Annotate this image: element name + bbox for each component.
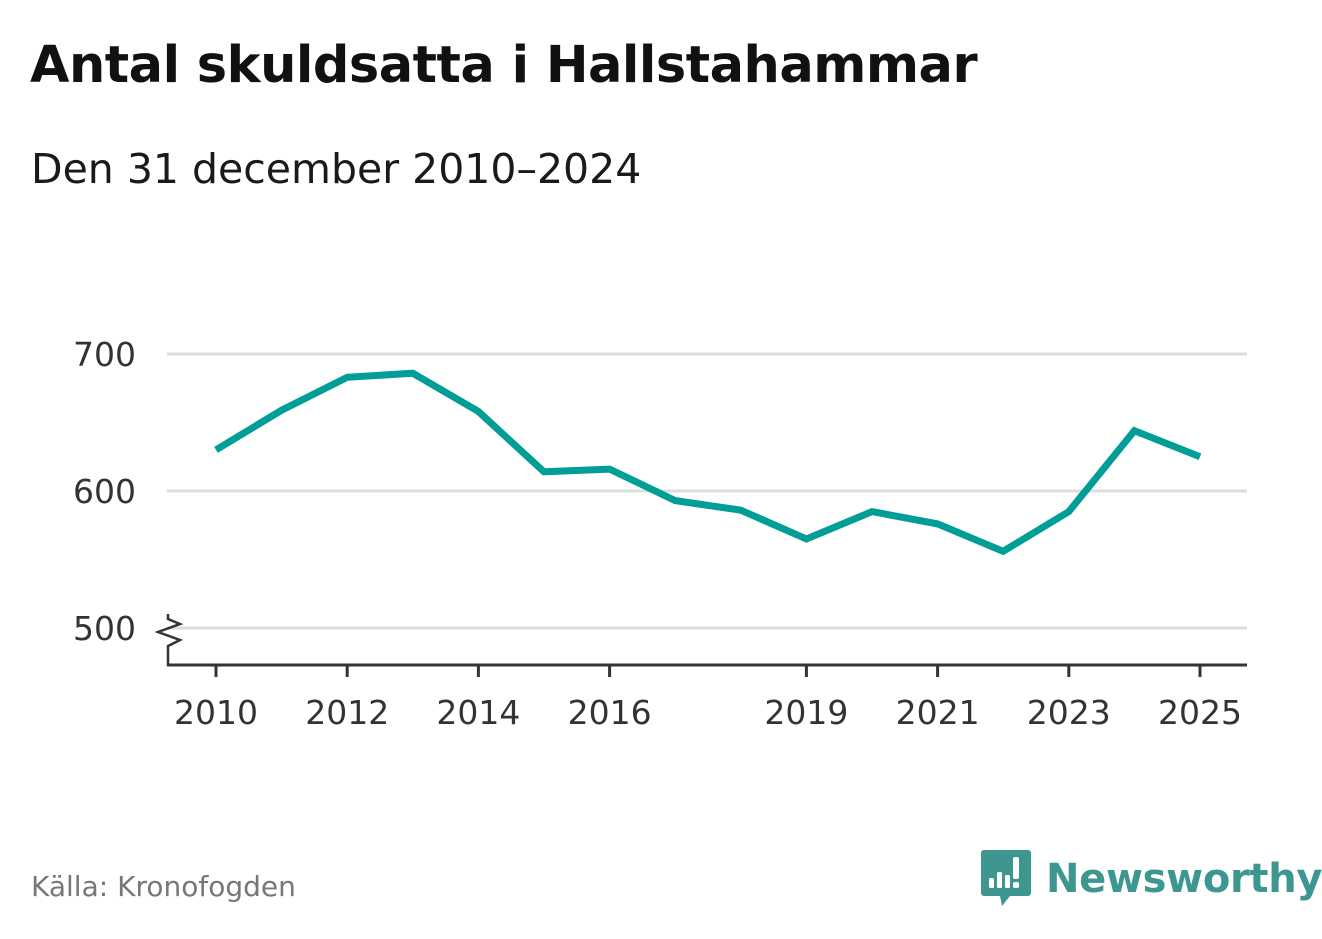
x-tick-label-2010: 2010: [174, 693, 258, 732]
x-tick-label-2012: 2012: [305, 693, 389, 732]
x-tick-label-2016: 2016: [568, 693, 652, 732]
newsworthy-brand: Newsworthy: [980, 848, 1322, 910]
newsworthy-logo-icon: [981, 850, 1031, 906]
x-tick-label-2025: 2025: [1158, 693, 1242, 732]
x-tick-label-2019: 2019: [764, 693, 848, 732]
source-note: Källa: Kronofogden: [31, 870, 296, 903]
axis-layer: [154, 614, 1247, 677]
y-tick-label-700: 700: [73, 335, 136, 374]
label-layer: 700 600 500 2010 2012 2014 2016 2019 2021 2023 202…: [73, 335, 1242, 732]
brand-name: Newsworthy: [1046, 856, 1322, 902]
y-tick-label-500: 500: [73, 609, 136, 648]
x-tick-label-2021: 2021: [896, 693, 980, 732]
series-line-0: [214, 369, 1202, 556]
x-tick-label-2014: 2014: [436, 693, 520, 732]
y-tick-label-600: 600: [73, 472, 136, 511]
y-axis-break-icon: [154, 614, 184, 666]
chart-title: Antal skuldsatta i Hallstahammar: [30, 36, 978, 95]
series-layer: [214, 369, 1202, 556]
line-chart: 700 600 500 2010 2012 2014 2016 2019 2021 2023 202…: [73, 335, 1247, 732]
x-tick-label-2023: 2023: [1027, 693, 1111, 732]
chart-subtitle: Den 31 december 2010–2024: [31, 145, 642, 193]
grid-layer: [167, 352, 1247, 630]
